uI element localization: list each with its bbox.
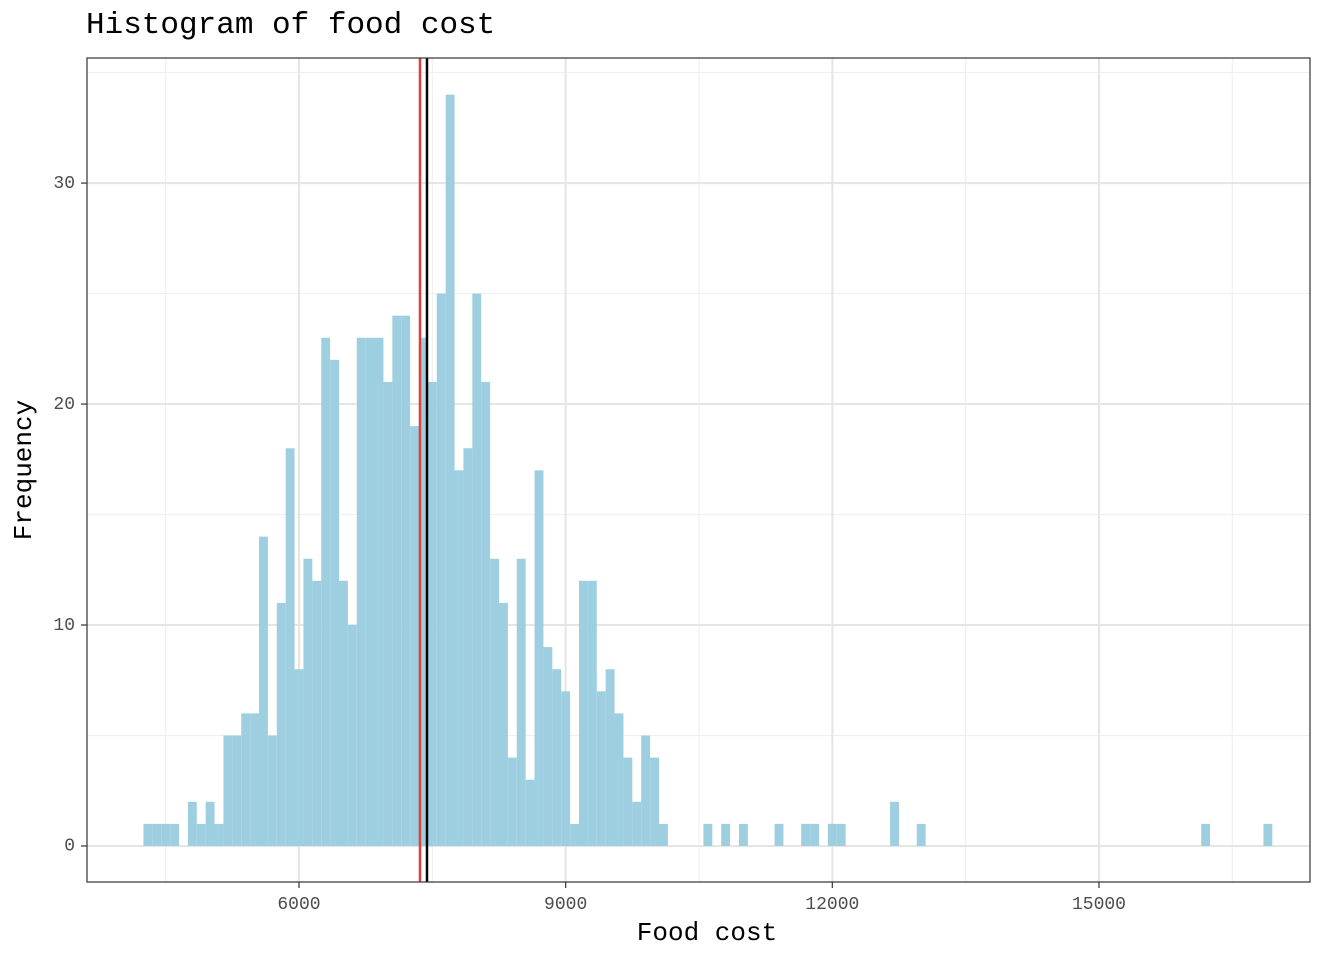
bar [827,823,837,846]
x-tick-label: 9000 [544,895,587,915]
bar [427,381,437,846]
bar [223,735,233,846]
bar [445,94,455,846]
bar [472,293,482,846]
bar [205,801,215,846]
bar [801,823,811,846]
bar [383,381,393,846]
bar [658,823,668,846]
y-tick-label: 30 [53,174,75,194]
bar [721,823,731,846]
bar [454,470,464,846]
bar [481,381,491,846]
bar [490,558,499,846]
bar [312,580,322,846]
bar [294,669,304,846]
bar [1201,823,1211,846]
bar [338,580,348,846]
y-tick-label: 10 [53,616,75,636]
bar [196,823,206,846]
bar [570,823,579,846]
bar [632,801,642,846]
bar [401,315,411,846]
bar [250,713,259,846]
y-tick-label: 0 [64,837,75,857]
bar [516,558,526,846]
bar [187,801,197,846]
bar [641,735,651,846]
bar [170,823,179,846]
bar [774,823,784,846]
bar [374,337,384,846]
bar [410,426,419,846]
bar [303,558,313,846]
x-tick-label: 15000 [1072,895,1126,915]
bar [738,823,748,846]
bar [836,823,846,846]
bar [232,735,242,846]
bar [525,779,535,846]
bar [916,823,926,846]
bars [143,94,1273,846]
bar [152,823,162,846]
x-tick-label: 6000 [277,895,320,915]
bar [285,448,295,846]
bar [276,602,286,846]
chart-title: Histogram of food cost [86,8,495,43]
bar [498,602,508,846]
x-axis-title: Food cost [637,918,777,948]
bar [258,536,268,846]
bar [436,293,446,846]
bar [321,337,331,846]
bar [161,823,171,846]
panel-border [86,57,1311,883]
bar [623,757,633,846]
bar [507,757,517,846]
overlay [418,58,429,882]
bar [561,691,571,846]
bar [241,713,251,846]
bar [356,337,366,846]
bar [214,823,224,846]
bar [650,757,659,846]
bar [365,337,375,846]
bar [810,823,819,846]
bar [703,823,713,846]
bar [418,337,428,846]
bar [267,735,277,846]
bar [587,580,597,846]
bar [392,315,402,846]
bar [534,470,544,846]
bar [463,448,473,846]
bar [605,669,615,846]
bar [543,647,553,846]
bar [596,691,606,846]
bar [552,669,562,846]
bar [347,625,357,846]
bar [578,580,588,846]
bar [890,801,899,846]
x-tick-label: 12000 [805,895,859,915]
y-axis-title: Frequency [9,400,39,540]
bar [614,713,624,846]
bar [143,823,153,846]
bar [330,359,339,846]
bar [1263,823,1273,846]
y-tick-label: 20 [53,395,75,415]
